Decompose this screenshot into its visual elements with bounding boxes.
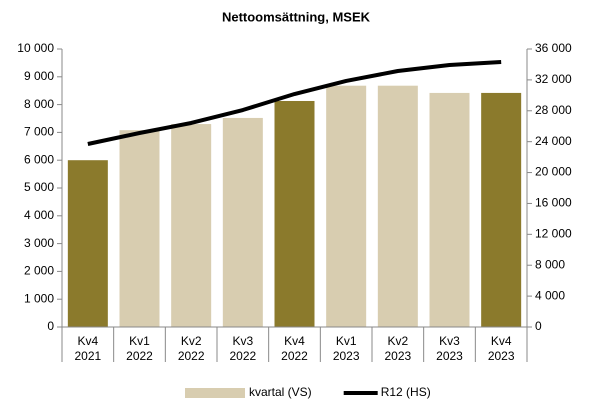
legend-swatch (185, 388, 245, 398)
bar (377, 85, 418, 327)
x-tick-label: Kv1 (129, 334, 150, 348)
legend-label: R12 (HS) (381, 385, 431, 399)
y2-tick-label: 12 000 (535, 227, 572, 241)
y-tick-label: 5 000 (24, 180, 54, 194)
y2-tick-label: 8 000 (535, 257, 565, 271)
bar (119, 130, 160, 327)
x-tick-label: Kv2 (181, 334, 202, 348)
y-tick-label: 6 000 (24, 152, 54, 166)
x-tick-label: Kv4 (284, 334, 305, 348)
x-tick-label: 2021 (74, 349, 101, 363)
x-tick-label: Kv3 (232, 334, 253, 348)
y-tick-label: 3 000 (24, 236, 54, 250)
x-tick-label: 2023 (333, 349, 360, 363)
x-tick-label: 2022 (281, 349, 308, 363)
line (87, 59, 502, 146)
x-tick-label: 2022 (178, 349, 205, 363)
y-tick-label: 0 (47, 319, 54, 333)
bar (222, 117, 263, 327)
y-tick-label: 10 000 (17, 41, 54, 55)
bar (481, 92, 522, 327)
y2-tick-label: 0 (535, 319, 542, 333)
y2-tick-label: 20 000 (535, 165, 572, 179)
x-tick-label: Kv2 (387, 334, 408, 348)
x-tick-label: 2022 (229, 349, 256, 363)
y-tick-label: 1 000 (24, 291, 54, 305)
y-tick-label: 7 000 (24, 125, 54, 139)
y2-tick-label: 36 000 (535, 41, 572, 55)
x-tick-label: 2022 (126, 349, 153, 363)
x-tick-label: 2023 (436, 349, 463, 363)
bar (274, 100, 315, 328)
x-tick-label: Kv1 (336, 334, 357, 348)
x-tick-label: Kv4 (491, 334, 512, 348)
legend-label: kvartal (VS) (249, 385, 312, 399)
y-tick-label: 9 000 (24, 69, 54, 83)
y2-tick-label: 24 000 (535, 134, 572, 148)
y2-tick-label: 28 000 (535, 103, 572, 117)
x-tick-label: 2023 (488, 349, 515, 363)
bar (326, 85, 367, 327)
bar (171, 124, 212, 327)
y2-tick-label: 4 000 (535, 288, 565, 302)
y2-tick-label: 16 000 (535, 196, 572, 210)
x-tick-label: Kv4 (77, 334, 98, 348)
x-tick-label: 2023 (384, 349, 411, 363)
y-tick-label: 8 000 (24, 97, 54, 111)
y2-tick-label: 32 000 (535, 72, 572, 86)
bar (429, 92, 470, 327)
y-tick-label: 4 000 (24, 208, 54, 222)
x-tick-label: Kv3 (439, 334, 460, 348)
chart-title: Nettoomsättning, MSEK (222, 9, 371, 24)
y-tick-label: 2 000 (24, 264, 54, 278)
bar (67, 160, 108, 327)
